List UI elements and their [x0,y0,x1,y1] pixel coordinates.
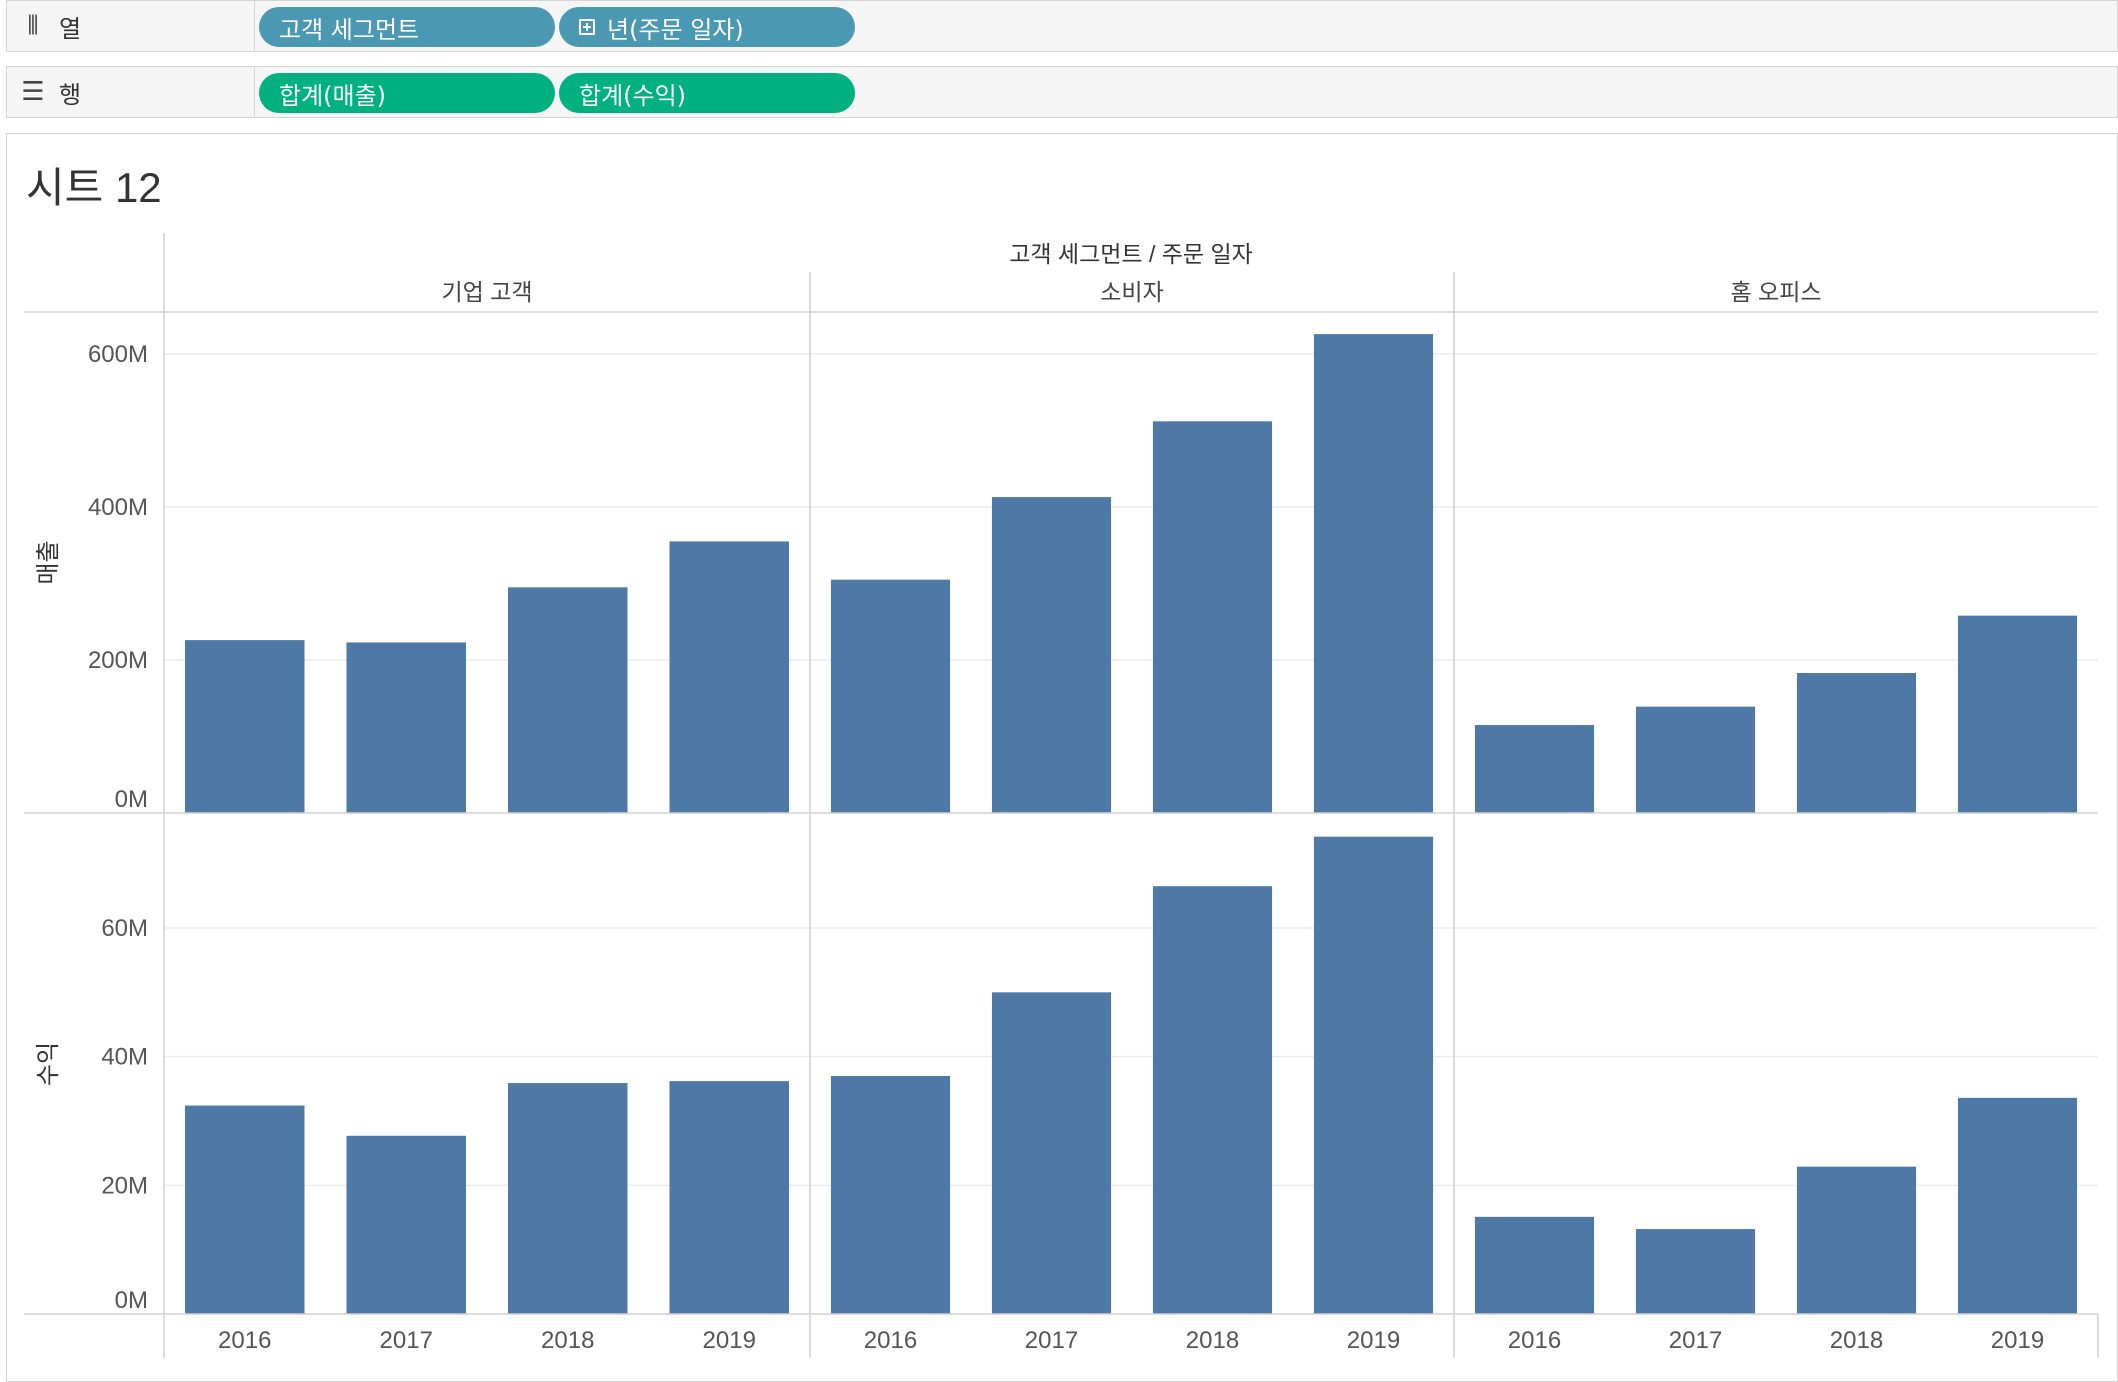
bar [991,992,1112,1314]
bar [1635,706,1756,813]
bar [507,1083,628,1314]
x-tick-label: 2019 [1347,1327,1400,1354]
rows-shelf-label: ☰ 행 [7,67,255,117]
x-tick-label: 2018 [1830,1327,1883,1354]
pill-label: 합계(매출) [279,81,387,110]
bar [1474,1216,1595,1314]
column-header-title: 고객 세그먼트 / 주문 일자 [1009,241,1253,267]
y-tick-label: 20M [101,1172,148,1199]
x-tick-label: 2019 [703,1327,756,1354]
bar [1796,673,1917,813]
y-axis-title: 매출 [35,540,62,584]
y-tick-label: 60M [101,915,148,942]
pill-sum-sales[interactable]: 합계(매출) [259,73,555,113]
rows-shelf: ☰ 행 합계(매출) 합계(수익) [6,66,2118,118]
x-tick-label: 2016 [218,1327,271,1354]
y-tick-label: 400M [88,494,148,521]
y-tick-label: 0M [115,1287,148,1314]
bar [830,1075,951,1314]
x-tick-label: 2018 [1186,1327,1239,1354]
bar [991,497,1112,813]
y-tick-label: 0M [115,786,148,813]
x-tick-label: 2017 [1025,1327,1078,1354]
columns-shelf: ⦀ 열 고객 세그먼트 년(주문 일자) [6,0,2118,52]
x-tick-label: 2017 [1669,1327,1722,1354]
bar [346,642,467,813]
bar [346,1135,467,1314]
columns-label-text: 열 [59,14,82,43]
y-tick-label: 600M [88,341,148,368]
pill-label: 합계(수익) [579,81,687,110]
bar [1796,1166,1917,1314]
bar [1152,886,1273,1314]
bar [1152,421,1273,813]
y-tick-label: 200M [88,647,148,674]
segment-header-label: 소비자 [1100,279,1163,305]
pill-label: 고객 세그먼트 [279,15,420,44]
rows-list-icon: ☰ [21,77,45,107]
columns-shelf-label: ⦀ 열 [7,1,255,51]
segment-header-label: 기업 고객 [441,279,532,305]
x-tick-label: 2019 [1991,1327,2044,1354]
x-tick-label: 2017 [380,1327,433,1354]
sheet-title: 시트 12 [26,164,162,211]
bar [184,640,305,813]
y-tick-label: 40M [101,1044,148,1071]
x-tick-label: 2018 [541,1327,594,1354]
x-tick-label: 2016 [864,1327,917,1354]
y-axis-title: 수익 [35,1042,62,1086]
bar [1957,615,2078,813]
bar [184,1105,305,1314]
columns-icon: ⦀ [27,10,39,41]
bar [1474,725,1595,813]
pill-sum-profit[interactable]: 합계(수익) [559,73,855,113]
bar [1957,1097,2078,1314]
segment-header-label: 홈 오피스 [1730,279,1821,305]
bar [669,1081,790,1314]
rows-label-text: 행 [59,80,82,109]
expand-plus-icon[interactable] [579,19,595,35]
bar [669,541,790,813]
pill-label: 년(주문 일자) [607,15,744,44]
pill-order-year[interactable]: 년(주문 일자) [559,7,855,47]
x-tick-label: 2016 [1508,1327,1561,1354]
bar [1313,334,1434,813]
pill-customer-segment[interactable]: 고객 세그먼트 [259,7,555,47]
bar [1635,1229,1756,1314]
bar [507,587,628,813]
bar [1313,836,1434,1314]
bar [830,579,951,813]
